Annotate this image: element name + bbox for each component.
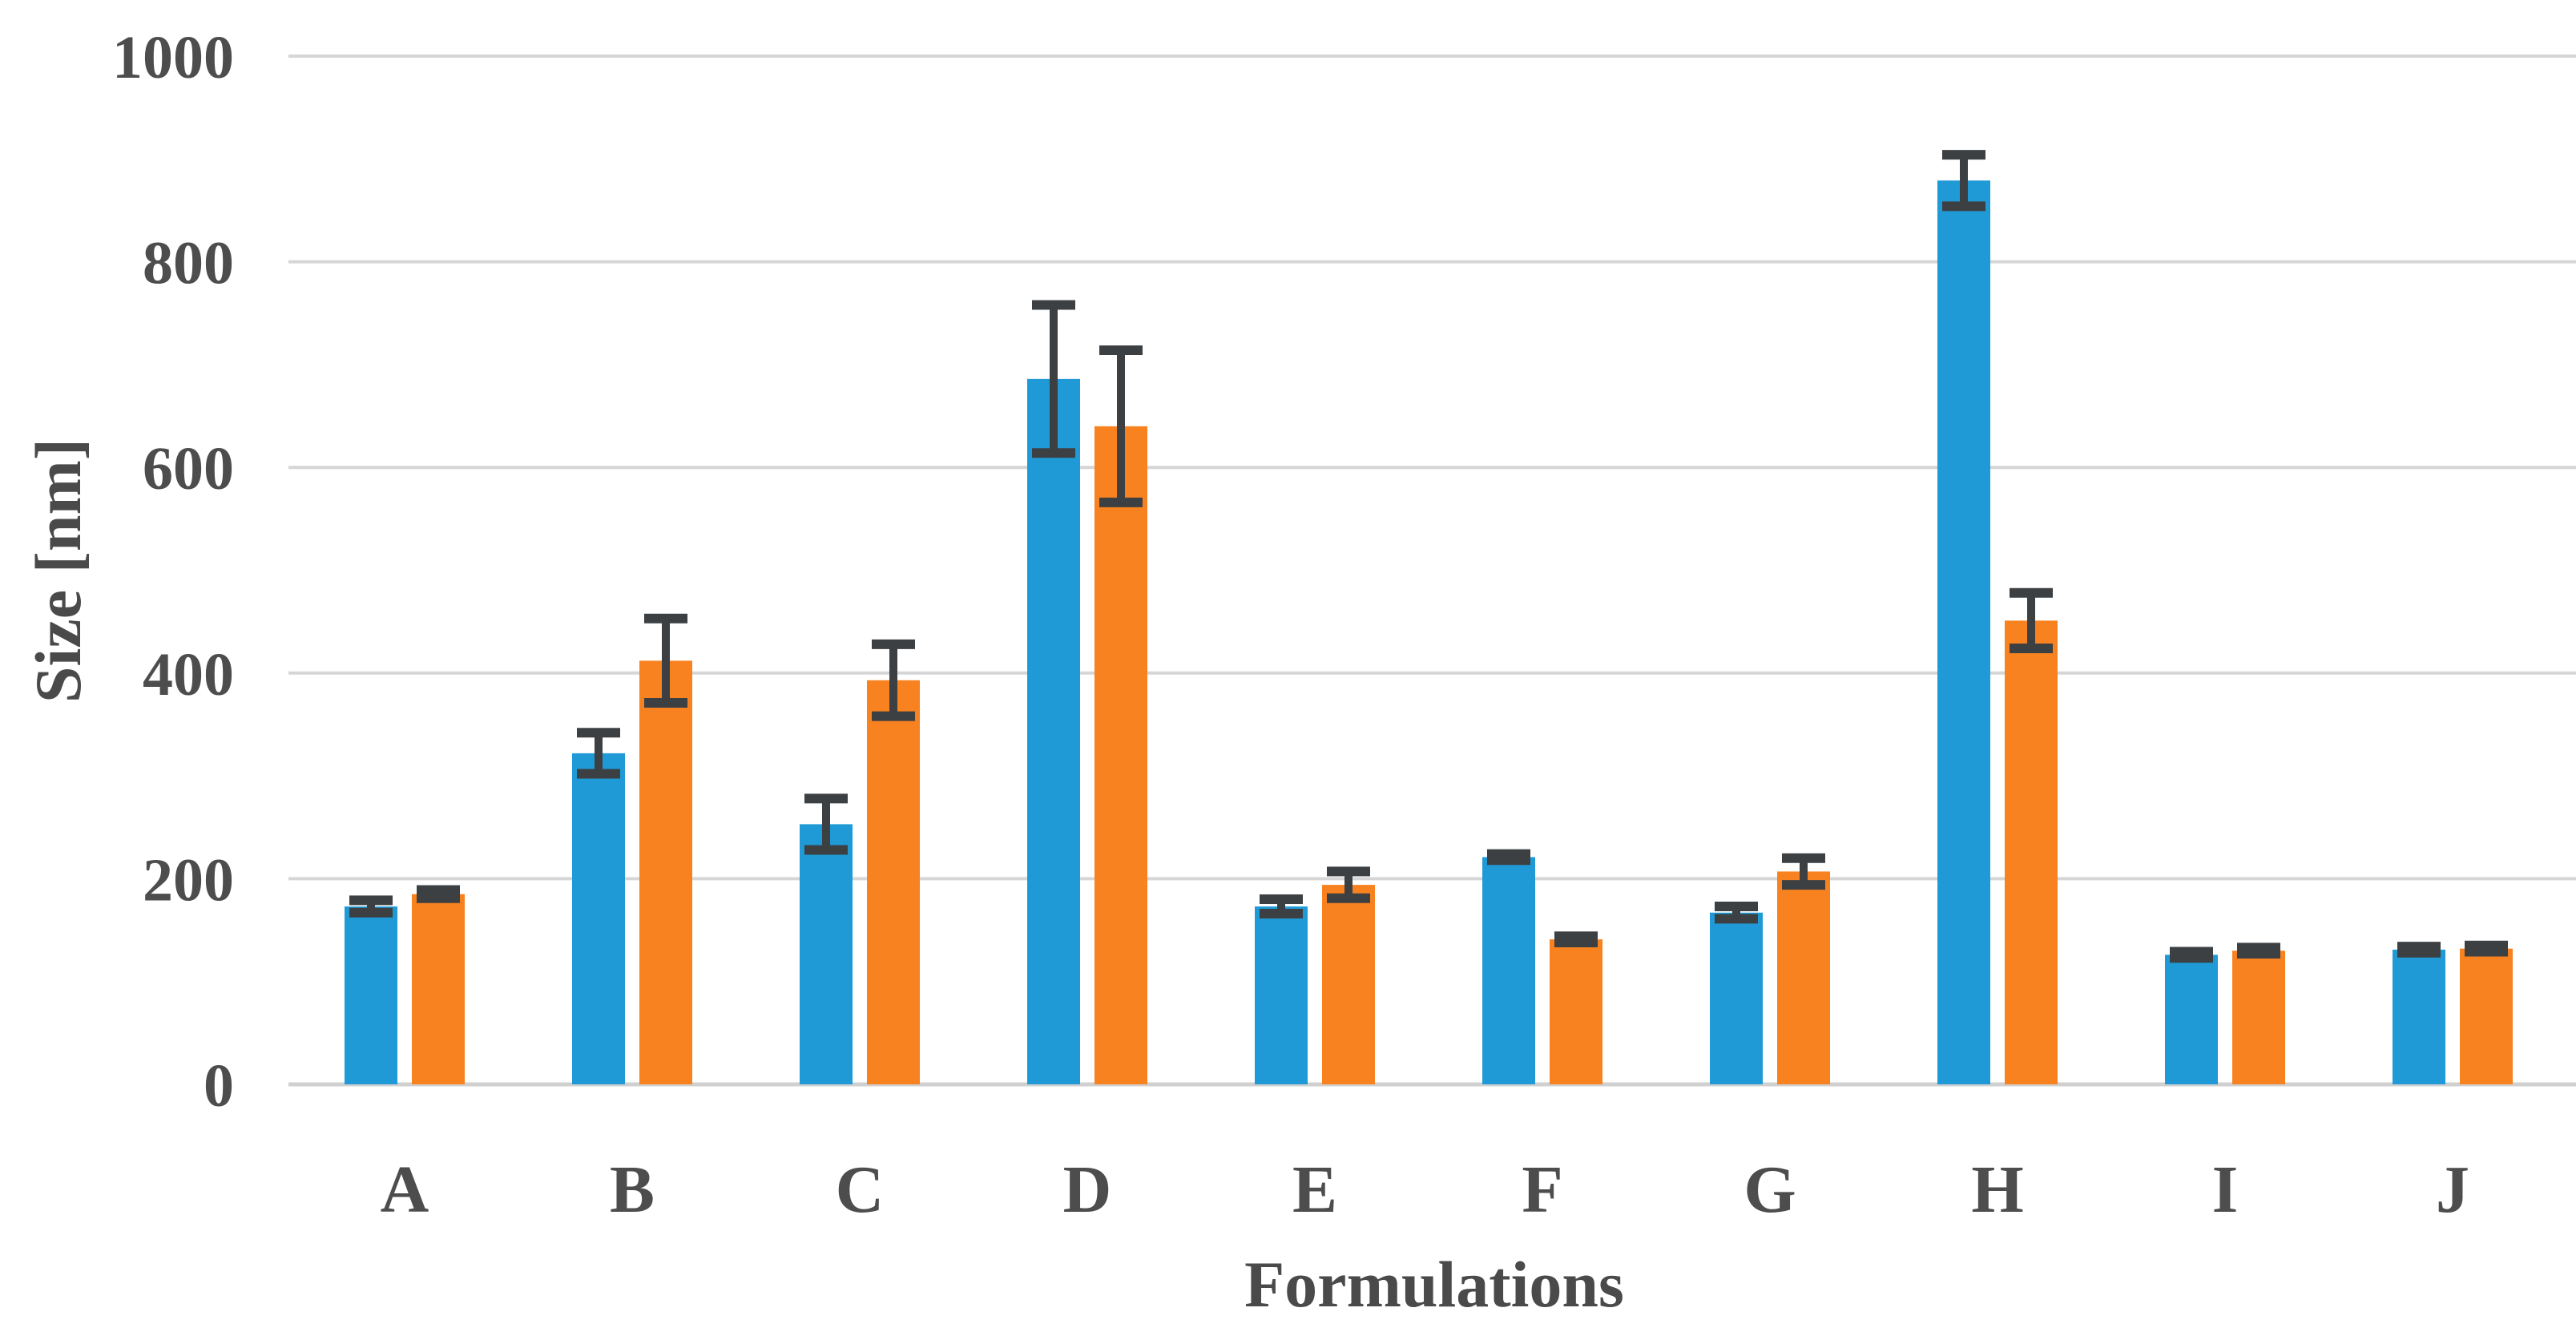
x-category-label-I: I bbox=[2212, 1152, 2239, 1227]
bar-A-series-blue bbox=[345, 906, 397, 1084]
bar-E-series-blue bbox=[1255, 906, 1308, 1084]
x-category-label-D: D bbox=[1063, 1152, 1112, 1227]
x-axis-title: Formulations bbox=[1244, 1248, 1624, 1321]
error-bar-E-series-orange bbox=[1327, 866, 1370, 903]
error-bar-B-series-orange bbox=[644, 613, 687, 708]
x-category-label-B: B bbox=[610, 1152, 655, 1227]
error-bar-I-series-blue bbox=[2170, 947, 2213, 963]
bar-I-series-blue bbox=[2165, 955, 2218, 1084]
y-tick-label-400: 400 bbox=[143, 641, 234, 708]
error-bar-J-series-blue bbox=[2397, 942, 2441, 958]
error-bar-C-series-orange bbox=[872, 639, 915, 721]
error-bar-C-series-blue bbox=[804, 793, 848, 855]
error-bar-H-series-blue bbox=[1942, 150, 1985, 212]
error-bar-D-series-blue bbox=[1032, 300, 1075, 458]
x-category-label-C: C bbox=[836, 1152, 885, 1227]
x-category-label-E: E bbox=[1292, 1152, 1337, 1227]
y-tick-label-600: 600 bbox=[143, 435, 234, 503]
bar-I-series-orange bbox=[2232, 951, 2285, 1084]
y-tick-label-0: 0 bbox=[204, 1052, 234, 1120]
bar-G-series-orange bbox=[1777, 871, 1830, 1084]
error-bars bbox=[349, 150, 2508, 963]
bar-C-series-orange bbox=[867, 680, 920, 1084]
x-axis-category-labels: A B C D E F G H I J bbox=[381, 1152, 2469, 1227]
x-category-label-F: F bbox=[1522, 1152, 1562, 1227]
y-axis-tick-labels: 0 200 400 600 800 1000 bbox=[112, 24, 234, 1120]
y-axis-title: Size [nm] bbox=[22, 438, 95, 703]
y-tick-label-1000: 1000 bbox=[112, 24, 234, 91]
gridlines bbox=[288, 54, 2576, 1087]
bar-F-series-blue bbox=[1482, 857, 1535, 1084]
x-category-label-A: A bbox=[381, 1152, 429, 1227]
bar-C-series-blue bbox=[800, 824, 853, 1084]
error-bar-B-series-blue bbox=[577, 728, 620, 779]
bar-G-series-blue bbox=[1710, 912, 1763, 1084]
bar-J-series-orange bbox=[2460, 948, 2513, 1084]
error-bar-H-series-orange bbox=[2010, 587, 2053, 654]
y-tick-label-800: 800 bbox=[143, 230, 234, 297]
error-bar-D-series-orange bbox=[1099, 345, 1143, 507]
error-bar-G-series-orange bbox=[1782, 853, 1825, 890]
bar-B-series-blue bbox=[572, 753, 625, 1084]
bar-E-series-orange bbox=[1322, 885, 1375, 1084]
bar-H-series-blue bbox=[1937, 180, 1990, 1084]
error-bar-G-series-blue bbox=[1715, 902, 1758, 924]
bars bbox=[345, 180, 2513, 1084]
error-bar-J-series-orange bbox=[2465, 940, 2508, 957]
bar-F-series-orange bbox=[1550, 939, 1602, 1084]
x-category-label-J: J bbox=[2436, 1152, 2469, 1227]
bar-D-series-orange bbox=[1094, 426, 1147, 1084]
x-category-label-G: G bbox=[1744, 1152, 1796, 1227]
error-bar-A-series-blue bbox=[349, 895, 393, 918]
x-category-label-H: H bbox=[1971, 1152, 2023, 1227]
bar-H-series-orange bbox=[2005, 620, 2058, 1084]
bar-A-series-orange bbox=[412, 894, 465, 1084]
error-bar-A-series-orange bbox=[417, 885, 460, 903]
error-bar-E-series-blue bbox=[1260, 894, 1303, 919]
error-bar-F-series-orange bbox=[1554, 931, 1598, 947]
bar-J-series-blue bbox=[2393, 949, 2445, 1084]
bar-D-series-blue bbox=[1027, 378, 1080, 1084]
error-bar-F-series-blue bbox=[1487, 849, 1530, 866]
error-bar-I-series-orange bbox=[2237, 942, 2280, 959]
y-tick-label-200: 200 bbox=[143, 846, 234, 914]
bar-B-series-orange bbox=[639, 660, 692, 1084]
